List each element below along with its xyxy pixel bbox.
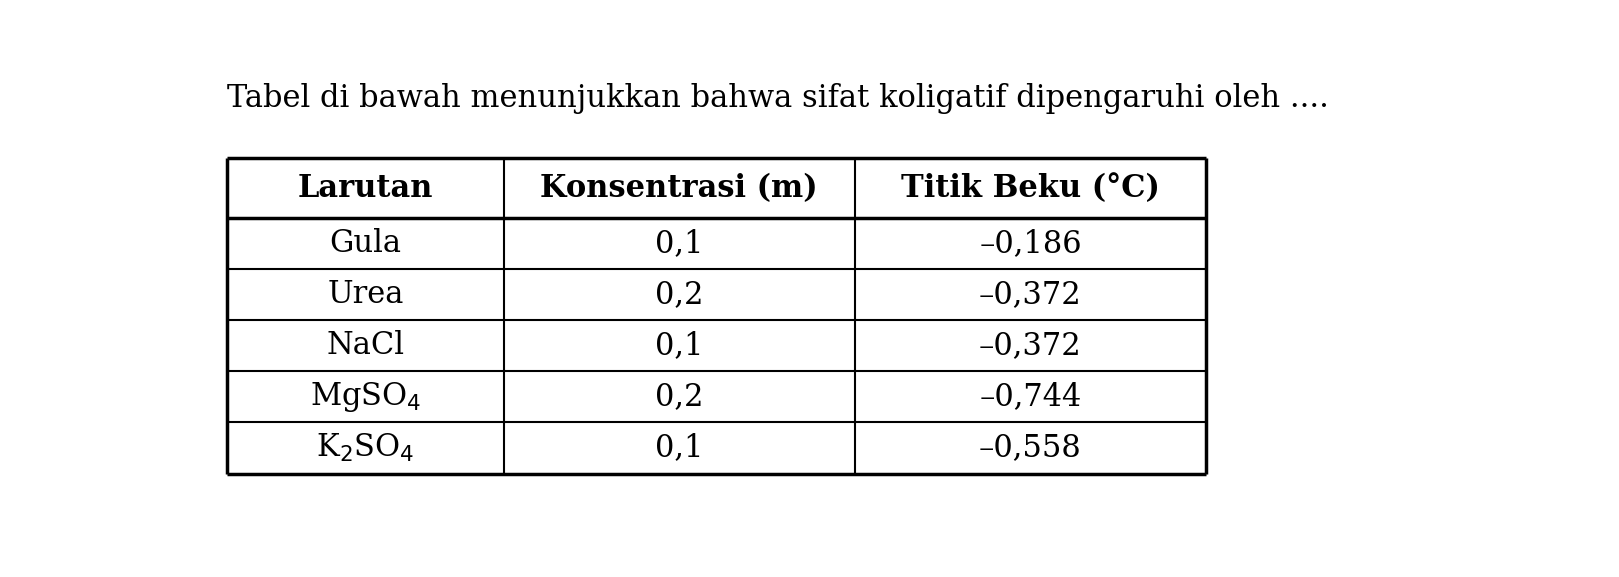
Text: –0,186: –0,186 [979,228,1081,259]
Text: –0,744: –0,744 [979,381,1081,413]
Text: Titik Beku (°C): Titik Beku (°C) [902,173,1159,204]
Text: Gula: Gula [330,228,402,259]
Text: K$_2$SO$_4$: K$_2$SO$_4$ [316,432,414,464]
Text: –0,372: –0,372 [979,330,1081,361]
Text: 0,2: 0,2 [656,381,703,413]
Text: MgSO$_4$: MgSO$_4$ [309,380,421,414]
Text: 0,2: 0,2 [656,279,703,310]
Text: –0,372: –0,372 [979,279,1081,310]
Text: NaCl: NaCl [327,330,405,361]
Text: Urea: Urea [327,279,403,310]
Text: –0,558: –0,558 [979,433,1081,463]
Text: 0,1: 0,1 [656,330,703,361]
Text: 0,1: 0,1 [656,433,703,463]
Text: Konsentrasi (m): Konsentrasi (m) [541,173,818,204]
Text: Larutan: Larutan [298,173,434,204]
Text: Tabel di bawah menunjukkan bahwa sifat koligatif dipengaruhi oleh ....: Tabel di bawah menunjukkan bahwa sifat k… [227,83,1329,114]
Text: 0,1: 0,1 [656,228,703,259]
